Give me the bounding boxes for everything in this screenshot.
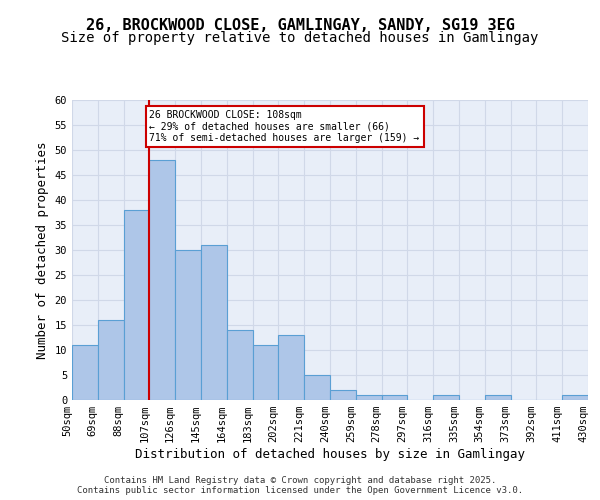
Text: 26, BROCKWOOD CLOSE, GAMLINGAY, SANDY, SG19 3EG: 26, BROCKWOOD CLOSE, GAMLINGAY, SANDY, S… <box>86 18 514 32</box>
Bar <box>149 160 175 400</box>
Text: Contains HM Land Registry data © Crown copyright and database right 2025.
Contai: Contains HM Land Registry data © Crown c… <box>77 476 523 495</box>
Bar <box>330 390 356 400</box>
Bar <box>175 250 201 400</box>
Bar <box>72 345 98 400</box>
Bar <box>562 395 588 400</box>
Text: 26 BROCKWOOD CLOSE: 108sqm
← 29% of detached houses are smaller (66)
71% of semi: 26 BROCKWOOD CLOSE: 108sqm ← 29% of deta… <box>149 110 419 143</box>
Bar <box>278 335 304 400</box>
Bar <box>124 210 149 400</box>
X-axis label: Distribution of detached houses by size in Gamlingay: Distribution of detached houses by size … <box>135 448 525 461</box>
Bar <box>382 395 407 400</box>
Text: Size of property relative to detached houses in Gamlingay: Size of property relative to detached ho… <box>61 31 539 45</box>
Y-axis label: Number of detached properties: Number of detached properties <box>36 141 49 359</box>
Bar <box>304 375 330 400</box>
Bar <box>201 245 227 400</box>
Bar <box>356 395 382 400</box>
Bar <box>433 395 459 400</box>
Bar <box>98 320 124 400</box>
Bar <box>253 345 278 400</box>
Bar <box>227 330 253 400</box>
Bar <box>485 395 511 400</box>
